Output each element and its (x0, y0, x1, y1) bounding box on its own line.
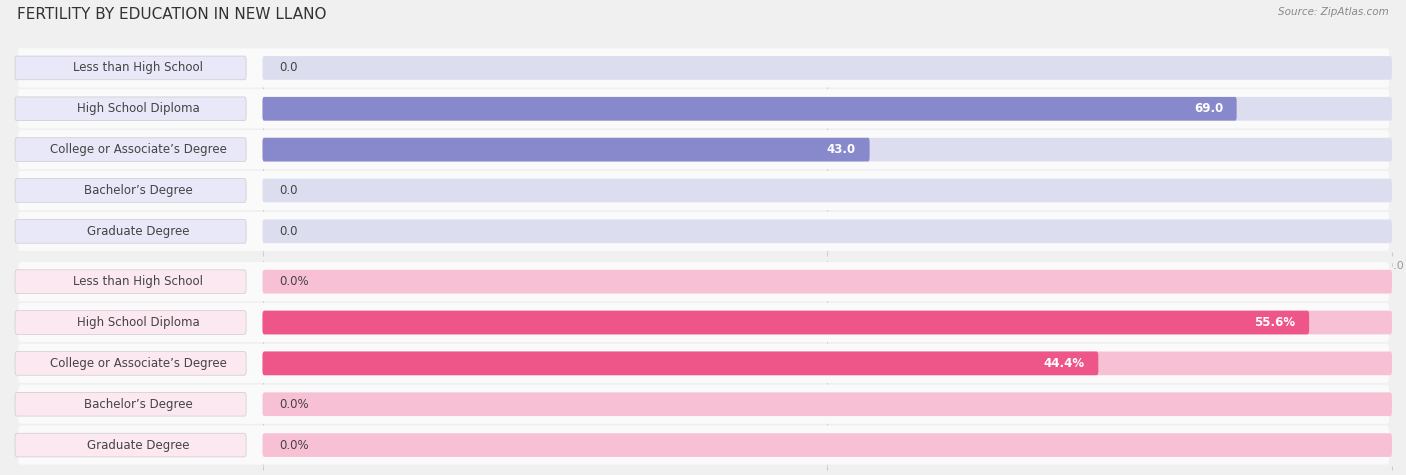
Text: Graduate Degree: Graduate Degree (87, 438, 190, 452)
FancyBboxPatch shape (263, 97, 1392, 121)
Text: Less than High School: Less than High School (73, 61, 204, 75)
Text: Graduate Degree: Graduate Degree (87, 225, 190, 238)
Text: 0.0%: 0.0% (280, 275, 309, 288)
FancyBboxPatch shape (15, 97, 246, 121)
Text: 69.0: 69.0 (1194, 102, 1223, 115)
Text: FERTILITY BY EDUCATION IN NEW LLANO: FERTILITY BY EDUCATION IN NEW LLANO (17, 7, 326, 22)
Text: College or Associate’s Degree: College or Associate’s Degree (49, 357, 226, 370)
FancyBboxPatch shape (18, 212, 1389, 251)
FancyBboxPatch shape (15, 56, 246, 80)
FancyBboxPatch shape (15, 179, 246, 202)
FancyBboxPatch shape (263, 392, 1392, 416)
Text: 43.0: 43.0 (827, 143, 856, 156)
FancyBboxPatch shape (15, 311, 246, 334)
FancyBboxPatch shape (263, 219, 1392, 243)
FancyBboxPatch shape (15, 433, 246, 457)
FancyBboxPatch shape (263, 179, 1392, 202)
Text: 0.0%: 0.0% (280, 438, 309, 452)
Text: 55.6%: 55.6% (1254, 316, 1295, 329)
FancyBboxPatch shape (18, 385, 1389, 424)
FancyBboxPatch shape (15, 219, 246, 243)
FancyBboxPatch shape (263, 97, 1237, 121)
FancyBboxPatch shape (263, 138, 1392, 162)
FancyBboxPatch shape (18, 171, 1389, 210)
FancyBboxPatch shape (18, 89, 1389, 128)
Text: High School Diploma: High School Diploma (77, 316, 200, 329)
FancyBboxPatch shape (15, 392, 246, 416)
Text: 44.4%: 44.4% (1043, 357, 1085, 370)
FancyBboxPatch shape (18, 262, 1389, 301)
Text: Less than High School: Less than High School (73, 275, 204, 288)
FancyBboxPatch shape (18, 344, 1389, 383)
FancyBboxPatch shape (263, 433, 1392, 457)
Text: Bachelor’s Degree: Bachelor’s Degree (84, 184, 193, 197)
FancyBboxPatch shape (263, 352, 1098, 375)
Text: Bachelor’s Degree: Bachelor’s Degree (84, 398, 193, 411)
FancyBboxPatch shape (263, 138, 869, 162)
FancyBboxPatch shape (263, 352, 1392, 375)
Text: 0.0%: 0.0% (280, 398, 309, 411)
FancyBboxPatch shape (15, 352, 246, 375)
Text: 0.0: 0.0 (280, 225, 298, 238)
FancyBboxPatch shape (263, 311, 1392, 334)
FancyBboxPatch shape (263, 270, 1392, 294)
FancyBboxPatch shape (15, 270, 246, 294)
FancyBboxPatch shape (18, 48, 1389, 87)
Text: 0.0: 0.0 (280, 184, 298, 197)
Text: Source: ZipAtlas.com: Source: ZipAtlas.com (1278, 7, 1389, 17)
FancyBboxPatch shape (18, 130, 1389, 169)
FancyBboxPatch shape (15, 138, 246, 162)
FancyBboxPatch shape (18, 426, 1389, 465)
Text: 0.0: 0.0 (280, 61, 298, 75)
Text: High School Diploma: High School Diploma (77, 102, 200, 115)
Text: College or Associate’s Degree: College or Associate’s Degree (49, 143, 226, 156)
FancyBboxPatch shape (18, 303, 1389, 342)
FancyBboxPatch shape (263, 311, 1309, 334)
FancyBboxPatch shape (263, 56, 1392, 80)
